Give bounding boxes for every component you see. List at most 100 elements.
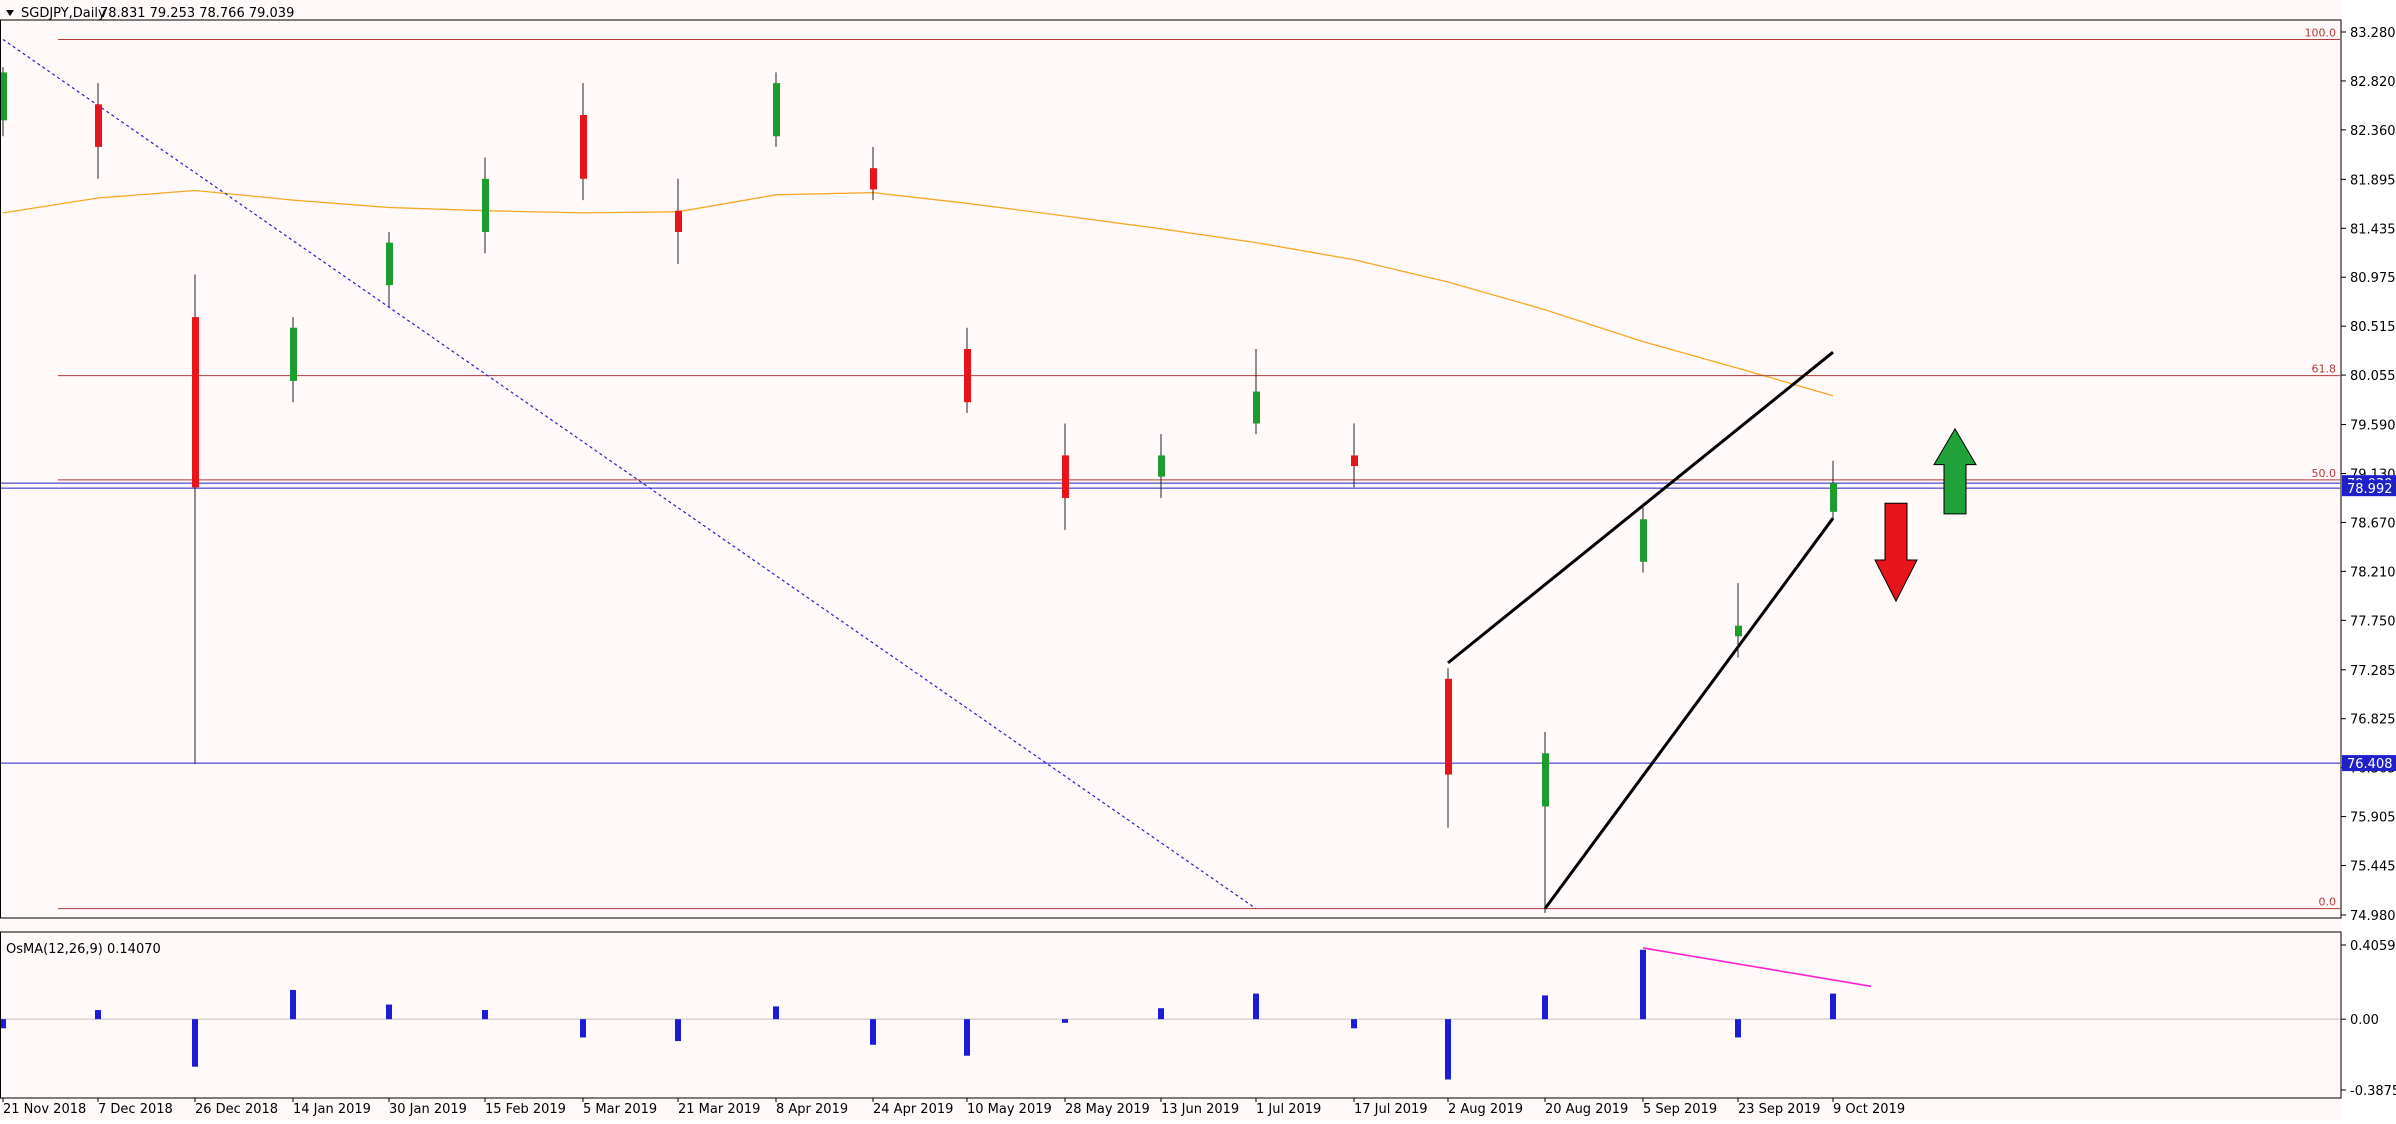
bull-candle [1253, 391, 1260, 424]
up-arrow-icon [1933, 427, 1977, 515]
fib-level-label: 61.8 [2312, 363, 2337, 376]
osma-tick-label: -0.38755 [2350, 1084, 2396, 1099]
time-tick-label: 26 Dec 2018 [195, 1102, 278, 1117]
bear-candle [675, 210, 682, 233]
bear-candle [192, 317, 199, 488]
price-label-box [2342, 755, 2396, 772]
ohlc-values: 78.831 79.253 78.766 79.039 [100, 6, 294, 21]
time-tick-label: 1 Jul 2019 [1256, 1102, 1321, 1117]
osma-bar [1253, 993, 1259, 1020]
osma-bar [482, 1010, 488, 1020]
time-tick-label: 8 Apr 2019 [776, 1102, 848, 1117]
price-tick-label: 80.055 [2350, 369, 2396, 384]
time-tick-label: 30 Jan 2019 [389, 1102, 467, 1117]
osma-bar [773, 1006, 779, 1020]
time-tick-label: 2 Aug 2019 [1448, 1102, 1523, 1117]
time-tick-label: 21 Mar 2019 [678, 1102, 760, 1117]
price-tick-label: 75.905 [2350, 811, 2396, 826]
bear-candle [1062, 455, 1069, 498]
bull-candle [290, 327, 297, 381]
time-tick-label: 17 Jul 2019 [1354, 1102, 1428, 1117]
bull-candle [1830, 483, 1837, 512]
price-label-box [2342, 480, 2396, 497]
time-tick-label: 15 Feb 2019 [485, 1102, 566, 1117]
price-label-text: 76.408 [2347, 757, 2393, 772]
bear-candle [95, 104, 102, 147]
price-label-text: 78.992 [2347, 482, 2393, 497]
osma-bar [386, 1004, 392, 1020]
bull-candle [773, 83, 780, 137]
bull-candle [0, 72, 7, 121]
time-tick-label: 14 Jan 2019 [293, 1102, 371, 1117]
price-tick-label: 78.670 [2350, 516, 2396, 531]
price-pane-frame [0, 19, 2342, 919]
price-tick-label: 77.750 [2350, 614, 2396, 629]
fib-level-label: 100.0 [2305, 26, 2337, 39]
price-tick-label: 75.445 [2350, 860, 2396, 875]
osma-bar [675, 1019, 681, 1042]
indicator-title: OsMA(12,26,9) 0.14070 [6, 942, 161, 957]
time-tick-label: 23 Sep 2019 [1738, 1102, 1820, 1117]
bear-candle [1351, 455, 1358, 467]
price-tick-label: 82.820 [2350, 75, 2396, 90]
time-tick-label: 5 Sep 2019 [1643, 1102, 1717, 1117]
osma-bar [580, 1019, 586, 1038]
price-axis-background [2342, 0, 2396, 1120]
osma-bar [870, 1019, 876, 1045]
time-tick-label: 5 Mar 2019 [583, 1102, 657, 1117]
osma-bar [1640, 949, 1646, 1020]
osma-bar [290, 989, 296, 1020]
trend-line-channel-lower [1543, 517, 1835, 910]
bull-candle [1640, 519, 1647, 562]
osma-bar [192, 1019, 198, 1067]
bull-candle [386, 242, 393, 286]
osma-bar [1542, 995, 1548, 1020]
time-tick-label: 28 May 2019 [1065, 1102, 1150, 1117]
time-tick-label: 21 Nov 2018 [3, 1102, 86, 1117]
osma-bar [1445, 1019, 1451, 1080]
time-tick-label: 9 Oct 2019 [1833, 1102, 1905, 1117]
time-tick-label: 20 Aug 2019 [1545, 1102, 1628, 1117]
osma-bar [1735, 1019, 1741, 1038]
bull-candle [1735, 625, 1742, 637]
divergence-line [1642, 947, 1872, 988]
osma-bar [1062, 1019, 1068, 1023]
bear-candle [580, 114, 587, 179]
symbol-title: SGDJPY,Daily [21, 6, 106, 21]
osma-bar [964, 1019, 970, 1056]
osma-tick-label: 0.00 [2350, 1013, 2379, 1028]
price-tick-label: 82.360 [2350, 124, 2396, 139]
osma-bar [0, 1019, 6, 1029]
price-tick-label: 78.210 [2350, 565, 2396, 580]
osma-bar [1351, 1019, 1357, 1029]
bear-candle [1445, 678, 1452, 775]
bear-candle [870, 168, 877, 190]
indicator-pane-frame [0, 931, 2342, 1099]
bear-candle [964, 349, 971, 403]
moving-average-line [2, 189, 1834, 397]
price-tick-label: 80.515 [2350, 320, 2396, 335]
fib-level-label: 50.0 [2312, 467, 2337, 480]
osma-bar [1158, 1008, 1164, 1020]
time-tick-label: 7 Dec 2018 [98, 1102, 173, 1117]
price-tick-label: 81.435 [2350, 222, 2396, 237]
price-tick-label: 81.895 [2350, 173, 2396, 188]
chart-menu-icon[interactable] [6, 10, 14, 16]
price-tick-label: 77.285 [2350, 664, 2396, 679]
trend-line-downtrend [2, 38, 1257, 910]
time-tick-label: 24 Apr 2019 [873, 1102, 953, 1117]
osma-bar [95, 1010, 101, 1020]
time-tick-label: 10 May 2019 [967, 1102, 1052, 1117]
price-tick-label: 80.975 [2350, 271, 2396, 286]
bull-candle [1542, 753, 1549, 807]
bull-candle [482, 178, 489, 233]
down-arrow-icon [1874, 502, 1918, 603]
price-tick-label: 76.825 [2350, 713, 2396, 728]
price-tick-label: 74.980 [2350, 909, 2396, 924]
fib-level-label: 0.0 [2319, 896, 2337, 909]
trend-line-channel-upper [1447, 351, 1834, 665]
osma-tick-label: 0.40591 [2350, 939, 2396, 954]
price-tick-label: 83.280 [2350, 26, 2396, 41]
